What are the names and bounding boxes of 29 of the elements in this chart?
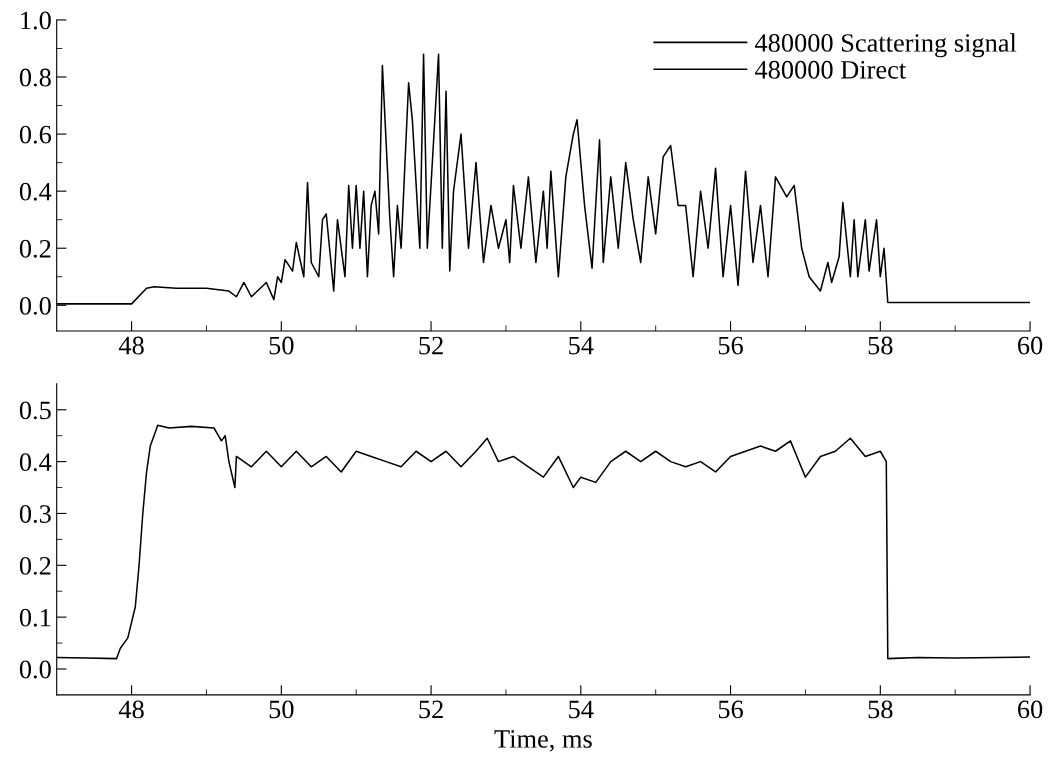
x-tick-label: 58 bbox=[868, 336, 893, 355]
y-tick-label: 0.8 bbox=[19, 68, 51, 87]
y-tick-label: 0.0 bbox=[19, 660, 51, 679]
y-tick-label: 0.3 bbox=[19, 505, 51, 523]
y-tick-label: 0.1 bbox=[19, 608, 51, 627]
x-tick-label: 60 bbox=[1017, 700, 1043, 719]
x-axis-title: Time, ms bbox=[494, 730, 592, 752]
x-tick-label: 52 bbox=[419, 700, 443, 719]
x-tick-label: 50 bbox=[269, 700, 294, 719]
x-tick-label: 54 bbox=[569, 700, 594, 719]
x-tick-label: 52 bbox=[419, 336, 443, 355]
x-tick-label: 50 bbox=[269, 336, 294, 355]
x-tick-label: 58 bbox=[868, 700, 893, 719]
y-tick-label: 0.4 bbox=[19, 182, 52, 201]
y-tick-label: 0.2 bbox=[19, 556, 51, 575]
x-tick-label: 48 bbox=[118, 336, 144, 355]
x-tick-label: 48 bbox=[118, 700, 144, 719]
x-tick-label: 54 bbox=[569, 336, 594, 355]
x-tick-label: 56 bbox=[718, 336, 743, 355]
y-tick-label: 0.0 bbox=[19, 296, 51, 315]
y-tick-label: 0.6 bbox=[19, 125, 52, 144]
text: 480000 Direct bbox=[754, 60, 907, 79]
y-tick-label: 0.5 bbox=[19, 401, 51, 420]
legend-label: 480000 Scattering signal bbox=[754, 33, 1017, 58]
x-tick-label: 60 bbox=[1017, 336, 1043, 355]
y-tick-label: 0.4 bbox=[19, 453, 52, 472]
y-tick-label: 0.2 bbox=[19, 239, 51, 258]
x-tick-label: 56 bbox=[718, 700, 743, 719]
y-tick-label: 1.0 bbox=[21, 11, 51, 30]
